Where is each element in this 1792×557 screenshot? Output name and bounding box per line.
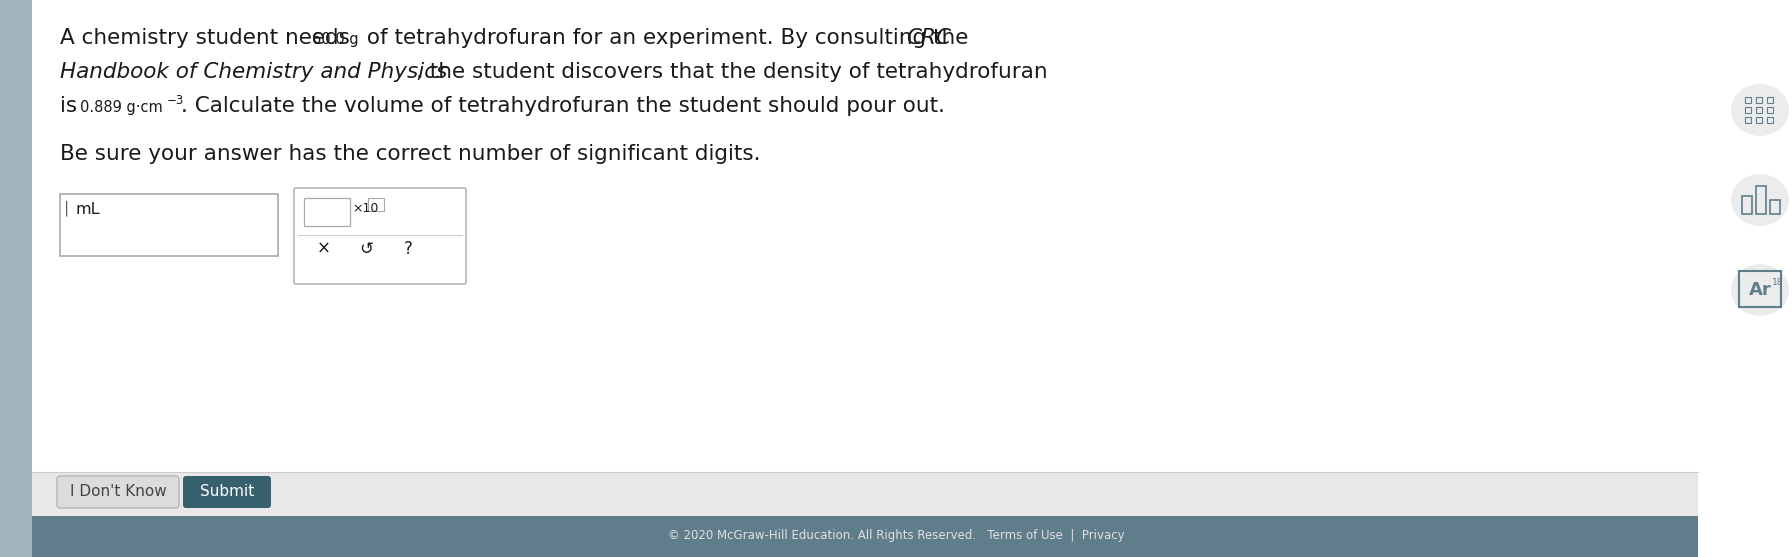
Ellipse shape: [1731, 174, 1788, 226]
FancyBboxPatch shape: [32, 0, 1729, 557]
Text: ×: ×: [317, 240, 332, 258]
FancyBboxPatch shape: [367, 198, 383, 211]
Text: ×10: ×10: [351, 202, 378, 215]
FancyBboxPatch shape: [305, 198, 349, 226]
Text: Ar: Ar: [1749, 281, 1770, 299]
Text: A chemistry student needs: A chemistry student needs: [59, 28, 357, 48]
Text: , the student discovers that the density of tetrahydrofuran: , the student discovers that the density…: [416, 62, 1048, 82]
Text: mL: mL: [75, 202, 100, 217]
Text: 18: 18: [1772, 278, 1783, 287]
Text: ?: ?: [403, 240, 412, 258]
Text: Submit: Submit: [201, 485, 254, 500]
Text: is: is: [59, 96, 84, 116]
FancyBboxPatch shape: [57, 476, 179, 508]
FancyBboxPatch shape: [183, 476, 271, 508]
FancyBboxPatch shape: [59, 194, 278, 256]
Ellipse shape: [1731, 84, 1788, 136]
Ellipse shape: [1731, 264, 1788, 316]
Text: CRC: CRC: [907, 28, 952, 48]
Text: −3: −3: [167, 94, 185, 107]
Text: ⎜: ⎜: [65, 200, 72, 216]
Text: 60.0 g: 60.0 g: [312, 32, 358, 47]
FancyBboxPatch shape: [32, 516, 1699, 557]
Text: © 2020 McGraw-Hill Education. All Rights Reserved.   Terms of Use  |  Privacy: © 2020 McGraw-Hill Education. All Rights…: [668, 530, 1124, 543]
Text: I Don't Know: I Don't Know: [70, 485, 167, 500]
FancyBboxPatch shape: [294, 188, 466, 284]
FancyBboxPatch shape: [32, 472, 1699, 516]
Text: Handbook of Chemistry and Physics: Handbook of Chemistry and Physics: [59, 62, 448, 82]
Text: ↺: ↺: [358, 240, 373, 258]
Text: Be sure your answer has the correct number of significant digits.: Be sure your answer has the correct numb…: [59, 144, 760, 164]
Text: . Calculate the volume of tetrahydrofuran the student should pour out.: . Calculate the volume of tetrahydrofura…: [181, 96, 944, 116]
FancyBboxPatch shape: [0, 0, 32, 557]
Text: of tetrahydrofuran for an experiment. By consulting the: of tetrahydrofuran for an experiment. By…: [360, 28, 975, 48]
Text: 0.889 g·cm: 0.889 g·cm: [81, 100, 163, 115]
